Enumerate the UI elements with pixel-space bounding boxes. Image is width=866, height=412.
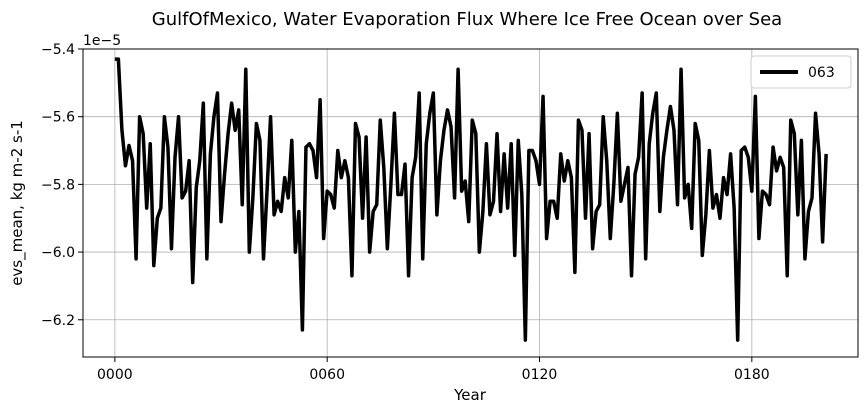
y-axis-ticks: −6.2 −6.0 −5.8 −5.6 −5.4: [41, 42, 83, 329]
x-tick-label: 0000: [97, 367, 133, 383]
legend-box: [750, 55, 852, 89]
y-offset-label: 1e−5: [83, 33, 121, 49]
y-tick-label: −6.2: [41, 313, 75, 329]
chart-title: GulfOfMexico, Water Evaporation Flux Whe…: [152, 9, 782, 30]
x-axis-label: Year: [453, 386, 487, 404]
y-tick-label: −5.6: [41, 110, 75, 126]
y-tick-label: −5.4: [41, 42, 75, 58]
legend-label: 063: [808, 65, 835, 81]
x-tick-label: 0180: [734, 367, 770, 383]
plot-frame: [82, 48, 859, 358]
legend: 063: [750, 55, 852, 89]
y-axis-label: evs_mean, kg m-2 s-1: [8, 120, 27, 286]
x-tick-label: 0120: [522, 367, 558, 383]
y-tick-label: −5.8: [41, 177, 75, 193]
series-line-063: [114, 57, 828, 342]
x-axis-ticks: 0000 0060 0120 0180: [97, 357, 770, 383]
y-tick-label: −6.0: [41, 245, 75, 261]
series-group: [114, 57, 828, 342]
x-tick-label: 0060: [309, 367, 345, 383]
